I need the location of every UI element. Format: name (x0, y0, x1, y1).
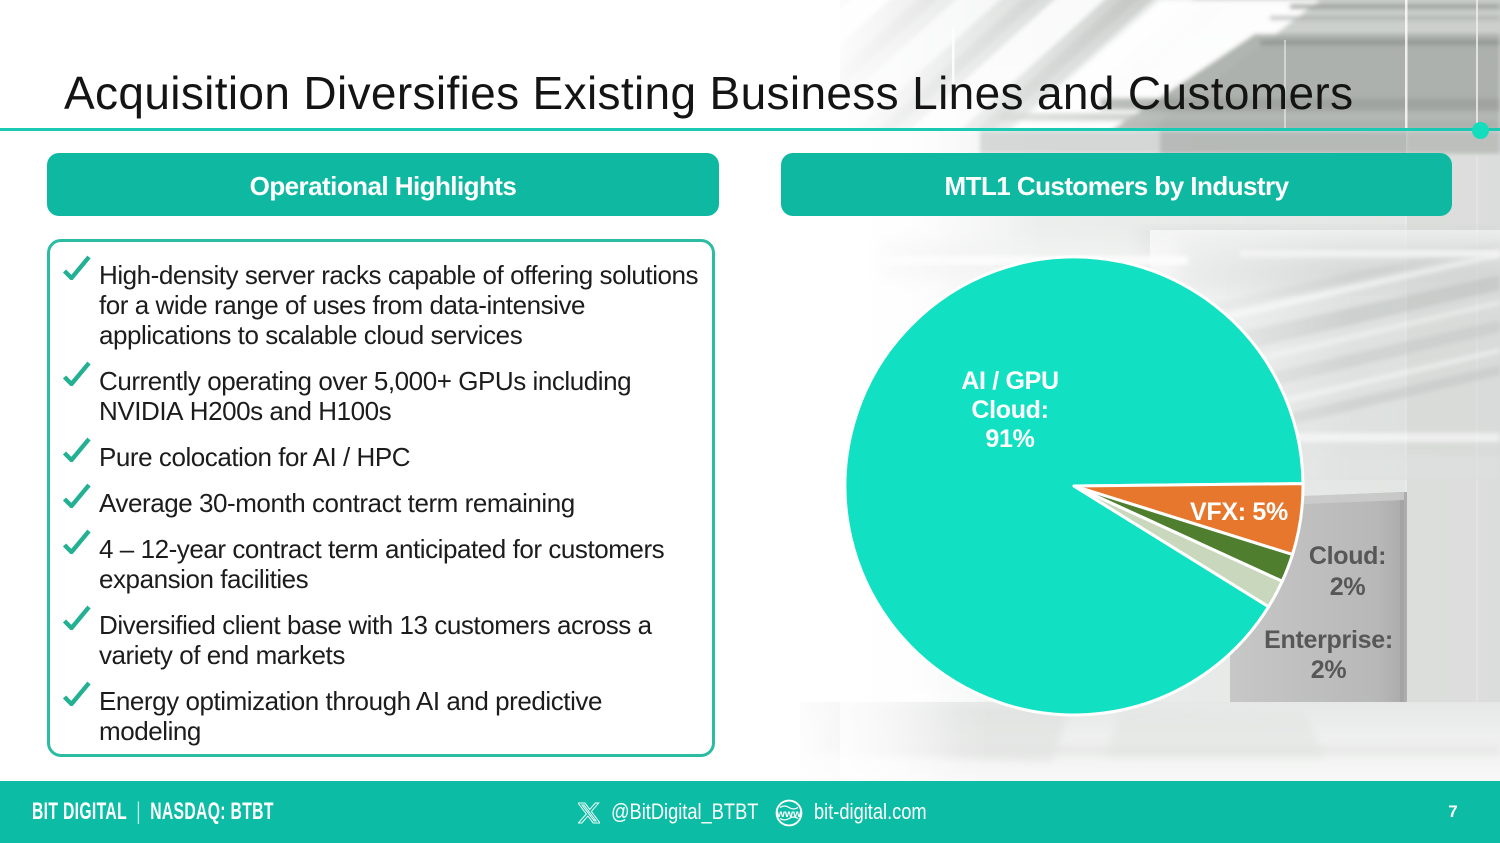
svg-text:www: www (776, 808, 802, 820)
